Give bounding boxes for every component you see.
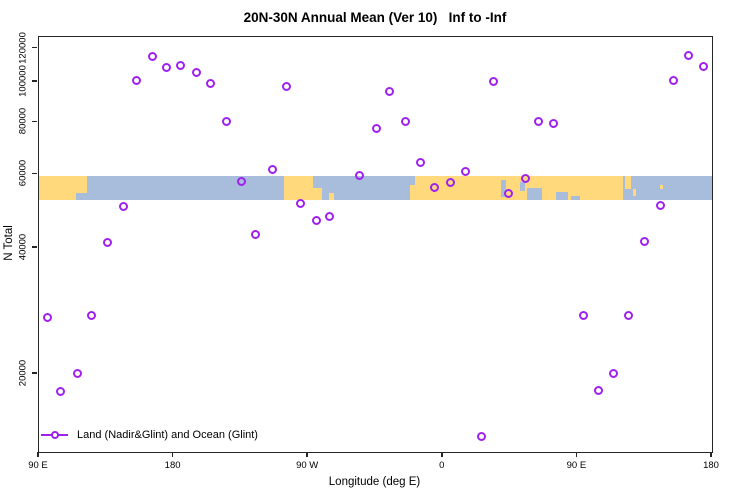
data-point — [401, 116, 411, 126]
x-tick-label: 0 — [439, 460, 445, 471]
data-point — [639, 237, 649, 247]
data-point — [312, 216, 322, 226]
x-tick — [441, 451, 443, 457]
y-axis-title: N Total — [3, 225, 15, 261]
data-point — [445, 177, 455, 187]
data-point — [191, 68, 201, 77]
data-point — [250, 229, 260, 239]
data-point — [131, 75, 141, 85]
data-point — [175, 60, 185, 70]
data-point — [324, 211, 334, 221]
data-point — [579, 310, 589, 320]
x-tick-label: 90 E — [28, 460, 48, 471]
data-point — [608, 368, 618, 378]
data-point — [593, 385, 603, 395]
data-point — [295, 198, 305, 208]
data-point — [520, 173, 530, 183]
land-segment — [284, 176, 314, 201]
y-tick-label: 40000 — [17, 233, 29, 261]
data-point — [161, 62, 171, 72]
data-point — [683, 50, 693, 60]
data-point — [534, 116, 544, 126]
data-point — [460, 166, 470, 176]
data-point — [489, 76, 499, 86]
data-point — [42, 312, 52, 322]
x-tick-label: 90 E — [566, 460, 587, 471]
ocean-notch — [556, 191, 569, 201]
data-point — [205, 78, 215, 88]
land-segment — [313, 188, 322, 201]
x-tick — [575, 451, 578, 457]
data-point — [476, 432, 486, 442]
data-point — [221, 116, 231, 126]
plot-area: Land (Nadir&Glint) and Ocean (Glint) — [38, 36, 713, 453]
land-segment — [624, 176, 632, 190]
x-tick — [306, 451, 308, 457]
y-tick — [31, 372, 37, 374]
data-point — [354, 170, 364, 180]
x-axis-title: Longitude (deg E) — [328, 476, 421, 488]
data-point — [430, 182, 440, 192]
x-tick — [171, 451, 174, 457]
data-point — [656, 201, 666, 211]
data-point — [282, 81, 292, 91]
x-tick — [710, 451, 712, 457]
data-point — [236, 176, 246, 186]
legend-line-circle-icon — [41, 431, 68, 439]
chart-title: 20N-30N Annual Mean (Ver 10) Inf to -Inf — [243, 10, 507, 25]
y-tick-label: 80000 — [17, 108, 29, 135]
y-tick-label: 100000 — [17, 64, 29, 97]
data-point — [416, 157, 425, 167]
ocean-notch — [571, 195, 581, 201]
data-point — [384, 86, 394, 96]
y-tick — [31, 172, 37, 175]
data-point — [119, 201, 129, 211]
y-tick — [31, 46, 37, 49]
land-segment — [329, 193, 334, 201]
y-tick — [31, 80, 37, 82]
y-tick-label: 60000 — [17, 160, 29, 187]
ocean-notch — [76, 193, 87, 201]
map-strip — [39, 176, 712, 201]
legend-open-circle-icon — [50, 431, 59, 439]
legend: Land (Nadir&Glint) and Ocean (Glint) — [41, 429, 258, 441]
y-tick — [31, 246, 37, 248]
ocean-notch — [501, 179, 507, 197]
data-point — [55, 386, 65, 396]
land-segment — [409, 184, 416, 201]
data-point — [623, 310, 633, 320]
data-point — [371, 123, 381, 133]
data-point — [267, 164, 277, 174]
y-tick-label: 20000 — [17, 359, 29, 387]
data-point — [86, 310, 96, 320]
data-point — [504, 188, 514, 198]
data-point — [147, 51, 157, 61]
data-point — [102, 238, 112, 248]
data-point — [698, 61, 708, 71]
data-point — [668, 75, 678, 85]
x-tick — [37, 451, 39, 457]
legend-label: Land (Nadir&Glint) and Ocean (Glint) — [77, 429, 258, 441]
x-tick-label: 180 — [164, 460, 181, 471]
land-segment — [659, 184, 663, 190]
ocean-notch — [526, 188, 542, 201]
ocean-notch — [519, 182, 526, 191]
x-tick-label: 90 W — [296, 460, 319, 471]
y-tick-label: 120000 — [17, 31, 29, 64]
y-tick — [31, 120, 37, 123]
data-point — [72, 368, 82, 378]
data-point — [549, 118, 559, 128]
land-segment — [632, 189, 637, 196]
x-tick-label: 180 — [703, 460, 719, 471]
